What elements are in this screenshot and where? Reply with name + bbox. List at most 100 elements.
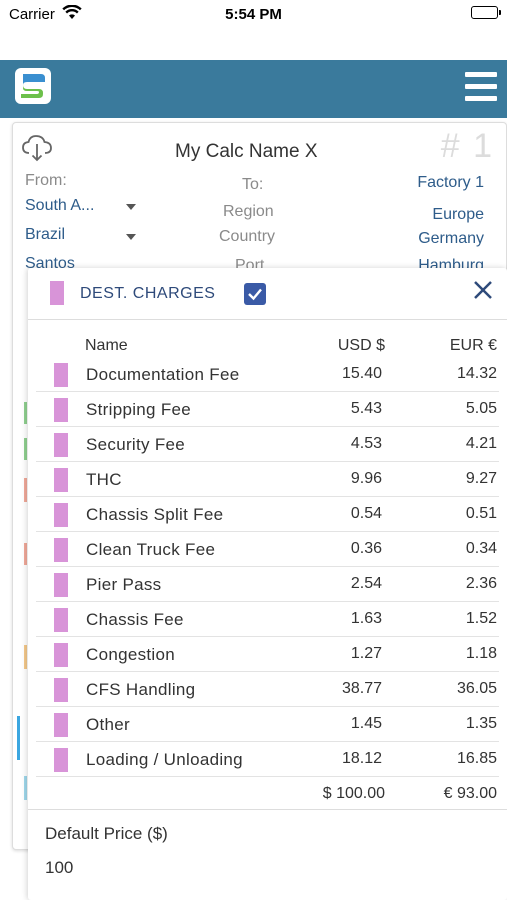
charge-name: Congestion [86,645,176,664]
charge-usd: 1.45 [350,715,382,732]
charge-name: Chassis Split Fee [86,505,224,524]
charge-usd: 5.43 [350,400,382,417]
charge-eur: 2.36 [465,575,497,592]
charge-eur: 1.52 [465,610,497,627]
dest-charges-panel: DEST. CHARGES Name USD $ EUR € Documenta… [28,268,507,900]
table-row[interactable]: Congestion 1.27 1.18 [36,637,499,672]
charge-name: Chassis Fee [86,610,184,629]
color-swatch [54,748,68,772]
charge-name: Loading / Unloading [86,750,243,769]
status-bar: Carrier 5:54 PM [0,0,507,30]
charge-name: Other [86,715,131,734]
app-logo[interactable] [15,68,51,104]
color-swatch [54,433,68,457]
color-swatch [54,643,68,667]
table-row[interactable]: Other 1.45 1.35 [36,707,499,742]
chevron-down-icon[interactable] [126,234,136,240]
charge-usd: 0.36 [350,540,382,557]
table-row[interactable]: Documentation Fee 15.40 14.32 [36,357,499,392]
charge-eur: 16.85 [456,750,497,767]
color-swatch [54,713,68,737]
to-country-select[interactable]: Country [219,228,276,245]
charge-eur: 9.27 [465,470,497,487]
from-region-select[interactable]: South A... [25,197,95,214]
side-accent [24,645,27,669]
to-region-select[interactable]: Region [223,203,274,220]
charge-usd: 2.54 [350,575,382,592]
status-time: 5:54 PM [225,6,282,23]
charge-eur: 1.35 [465,715,497,732]
from-port-select[interactable]: Santos [25,255,75,272]
table-row[interactable]: Security Fee 4.53 4.21 [36,427,499,462]
side-accent [24,438,27,460]
side-accent [17,716,20,760]
charge-eur: 1.18 [465,645,497,662]
charge-eur: 5.05 [465,400,497,417]
factory-name[interactable]: Factory 1 [417,174,484,191]
charge-name: CFS Handling [86,680,196,699]
charge-name: Pier Pass [86,575,162,594]
from-country-select[interactable]: Brazil [25,226,66,243]
color-swatch [54,573,68,597]
column-header-name: Name [85,337,128,354]
from-label: From: [25,172,67,189]
table-row[interactable]: CFS Handling 38.77 36.05 [36,672,499,707]
include-checkbox[interactable] [244,283,266,305]
color-swatch [50,281,64,305]
charge-eur: 4.21 [465,435,497,452]
charge-eur: 0.51 [465,505,497,522]
side-accent [24,543,27,565]
total-eur: € 93.00 [443,785,497,802]
charge-usd: 9.96 [350,470,382,487]
charge-usd: 15.40 [341,365,382,382]
table-row[interactable]: Chassis Split Fee 0.54 0.51 [36,497,499,532]
carrier-label: Carrier [9,6,55,23]
chevron-down-icon[interactable] [126,204,136,210]
hamburger-menu-icon[interactable] [465,72,497,102]
battery-icon [471,6,501,19]
charge-name: Clean Truck Fee [86,540,216,559]
charge-eur: 0.34 [465,540,497,557]
calc-name[interactable]: My Calc Name X [175,141,318,162]
side-accent [24,402,27,424]
table-row[interactable]: Stripping Fee 5.43 5.05 [36,392,499,427]
default-price-label: Default Price ($) [45,824,168,843]
column-header-eur: EUR € [449,337,497,354]
table-row[interactable]: Loading / Unloading 18.12 16.85 [36,742,499,777]
factory-region: Europe [432,206,484,223]
charge-usd: 38.77 [341,680,382,697]
charge-usd: 1.27 [350,645,382,662]
color-swatch [54,398,68,422]
color-swatch [54,363,68,387]
charge-name: Stripping Fee [86,400,192,419]
charge-usd: 1.63 [350,610,382,627]
color-swatch [54,503,68,527]
app-header [0,60,507,118]
charge-usd: 18.12 [341,750,382,767]
cloud-download-icon[interactable] [21,133,53,168]
color-swatch [54,538,68,562]
table-row[interactable]: Chassis Fee 1.63 1.52 [36,602,499,637]
default-price-input[interactable]: 100 [45,858,74,877]
panel-title: DEST. CHARGES [80,285,216,302]
charge-usd: 4.53 [350,435,382,452]
charge-eur: 36.05 [456,680,497,697]
table-row[interactable]: Pier Pass 2.54 2.36 [36,567,499,602]
charge-eur: 14.32 [456,365,497,382]
charge-name: THC [86,470,122,489]
close-icon[interactable] [473,280,493,305]
side-accent [24,478,27,502]
charge-name: Documentation Fee [86,365,240,384]
calc-number: # 1 [440,127,494,165]
color-swatch [54,468,68,492]
column-header-usd: USD $ [337,337,385,354]
color-swatch [54,678,68,702]
charge-usd: 0.54 [350,505,382,522]
table-row[interactable]: Clean Truck Fee 0.36 0.34 [36,532,499,567]
charge-name: Security Fee [86,435,186,454]
wifi-icon [62,4,82,25]
factory-country: Germany [418,230,484,247]
side-accent [24,776,27,800]
total-usd: $ 100.00 [322,785,385,802]
table-row[interactable]: THC 9.96 9.27 [36,462,499,497]
